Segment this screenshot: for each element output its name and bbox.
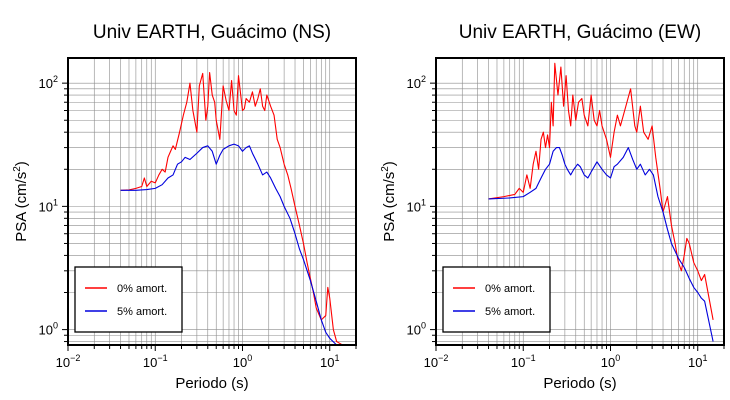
- x-axis-label: Periodo (s): [543, 375, 616, 392]
- series-line-1: [120, 143, 346, 345]
- series-line-1: [488, 147, 714, 342]
- series-line-0: [120, 71, 346, 345]
- grid: [67, 58, 357, 345]
- x-tick-label: 100: [601, 353, 620, 370]
- y-tick-label: 101: [39, 197, 58, 214]
- ticks: [62, 82, 357, 351]
- y-tick-label: 102: [407, 74, 426, 91]
- y-axis-label: PSA (cm/s2): [12, 161, 30, 242]
- legend-label-1: 5% amort.: [117, 306, 167, 318]
- plot-frame: [67, 57, 357, 346]
- legend-label-1: 5% amort.: [485, 306, 535, 318]
- legend-box: [442, 266, 551, 333]
- legend-label-0: 0% amort.: [117, 283, 167, 295]
- x-tick-label: 101: [688, 353, 707, 370]
- legend: 0% amort. 5% amort.: [74, 266, 183, 333]
- x-tick-label: 100: [233, 353, 252, 370]
- legend-box: [74, 266, 183, 333]
- y-axis-label: PSA (cm/s2): [380, 161, 398, 242]
- y-tick-label: 100: [39, 321, 58, 338]
- x-axis-label: Periodo (s): [175, 375, 248, 392]
- chart-panel-1: 10−2 10−1 100 101 100 101 102 Univ EARTH, Guáci…: [380, 22, 725, 392]
- x-tick-label: 10−1: [143, 353, 168, 370]
- x-tick-label: 10−2: [56, 353, 81, 370]
- x-tick-label: 101: [320, 353, 339, 370]
- plot-frame: [435, 57, 725, 346]
- x-tick-label: 10−1: [511, 353, 536, 370]
- y-tick-label: 102: [39, 74, 58, 91]
- ticks: [430, 82, 725, 351]
- y-tick-label: 100: [407, 321, 426, 338]
- series-line-0: [488, 62, 714, 320]
- y-tick-label: 101: [407, 197, 426, 214]
- legend-label-0: 0% amort.: [485, 283, 535, 295]
- chart-panel-0: 10−2 10−1 100 101 100 101 102 Univ EARTH, Guáci…: [12, 22, 357, 392]
- chart-title: Univ EARTH, Guácimo (EW): [459, 22, 701, 43]
- legend: 0% amort. 5% amort.: [442, 266, 551, 333]
- chart-title: Univ EARTH, Guácimo (NS): [93, 22, 331, 43]
- x-tick-label: 10−2: [424, 353, 449, 370]
